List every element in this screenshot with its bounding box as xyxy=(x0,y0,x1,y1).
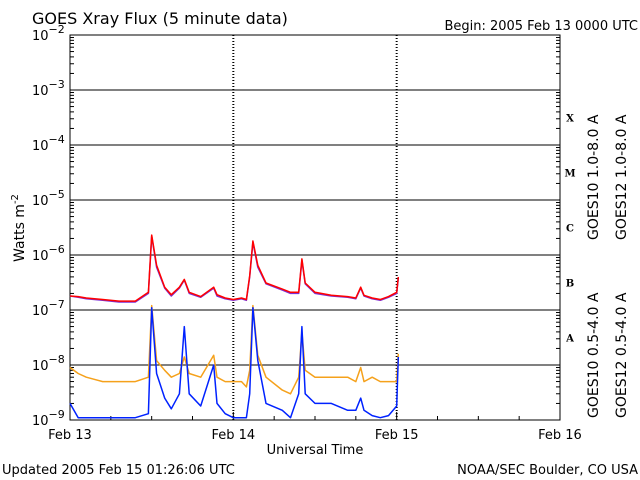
y-tick-label: 10−8 xyxy=(32,353,65,374)
x-tick-label: Feb 15 xyxy=(375,428,419,443)
series-line xyxy=(69,234,400,302)
x-tick-label: Feb 14 xyxy=(211,428,255,443)
flare-class-labels: X M C B A xyxy=(564,114,575,345)
legend: GOES10 1.0-8.0 A GOES12 1.0-8.0 A GOES10… xyxy=(586,114,630,418)
x-axis-label: Universal Time xyxy=(267,443,364,458)
y-tick-label: 10−5 xyxy=(32,188,65,209)
series-lines xyxy=(69,234,400,419)
x-tick-label: Feb 16 xyxy=(538,428,582,443)
y-tick-label: 10−9 xyxy=(32,408,65,429)
legend-goes10-long: GOES10 1.0-8.0 A xyxy=(586,114,602,240)
flare-class-label: A xyxy=(565,334,574,345)
legend-goes10-short: GOES10 0.5-4.0 A xyxy=(586,292,602,418)
flare-class-label: M xyxy=(564,169,575,180)
x-tick-label: Feb 13 xyxy=(48,428,92,443)
series-line xyxy=(69,306,400,419)
day-separators xyxy=(232,35,398,420)
y-tick-label: 10−7 xyxy=(32,298,65,319)
flare-class-label: B xyxy=(566,279,574,290)
legend-goes12-long: GOES12 1.0-8.0 A xyxy=(614,114,630,240)
y-tick-label: 10−4 xyxy=(32,133,65,154)
updated-label: Updated 2005 Feb 15 01:26:06 UTC xyxy=(2,463,235,478)
x-axis-ticks: Feb 13 Feb 14 Feb 15 Feb 16 xyxy=(48,412,582,443)
chart-title: GOES Xray Flux (5 minute data) xyxy=(32,9,288,28)
plot-frame xyxy=(69,34,561,421)
begin-label: Begin: 2005 Feb 13 0000 UTC xyxy=(444,19,638,34)
legend-goes12-short: GOES12 0.5-4.0 A xyxy=(614,292,630,418)
y-axis-ticks: 10−2 10−3 10−4 10−5 10−6 10−7 10−8 10−9 xyxy=(32,23,560,429)
y-tick-label: 10−6 xyxy=(32,243,65,264)
flare-class-label: X xyxy=(566,114,574,125)
y-axis-label: Watts m-2 xyxy=(10,194,28,262)
credit-label: NOAA/SEC Boulder, CO USA xyxy=(457,463,638,478)
y-tick-label: 10−3 xyxy=(32,78,65,99)
flare-class-label: C xyxy=(566,224,574,235)
y-tick-label: 10−2 xyxy=(32,23,65,44)
